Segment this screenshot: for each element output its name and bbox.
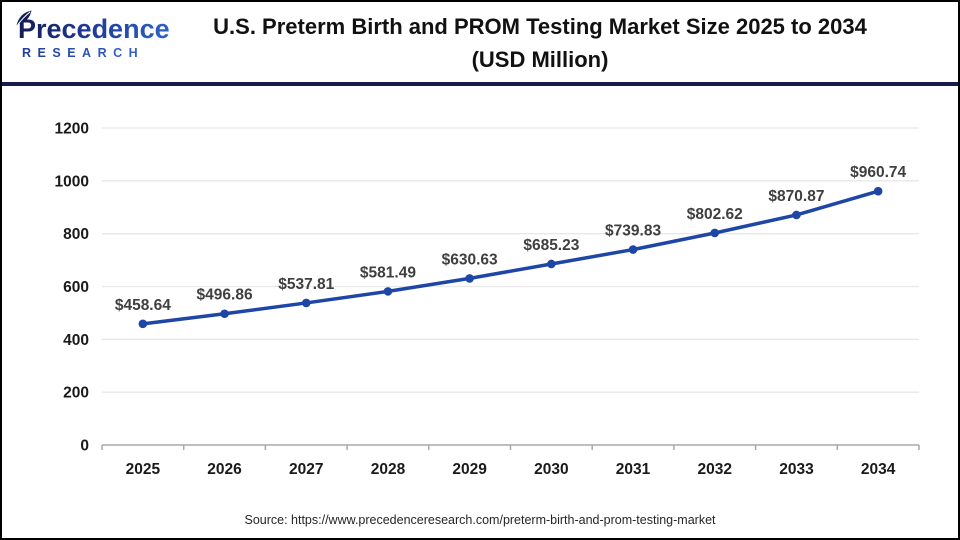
x-axis-year-label: 2025: [126, 461, 161, 478]
data-point-label: $458.64: [115, 297, 171, 314]
data-point-marker[interactable]: [138, 319, 148, 329]
data-point-label: $496.86: [197, 287, 253, 304]
x-axis-year-label: 2029: [452, 461, 487, 478]
data-point-marker[interactable]: [547, 259, 556, 269]
x-axis-year-label: 2026: [207, 461, 242, 478]
data-point-marker[interactable]: [792, 210, 801, 220]
data-point-label: $630.63: [442, 251, 498, 268]
data-point-marker[interactable]: [465, 274, 474, 283]
y-axis-tick-label: 600: [63, 279, 89, 296]
data-point-marker[interactable]: [628, 245, 638, 254]
y-axis-tick-label: 400: [63, 332, 89, 349]
y-axis-tick-label: 1000: [55, 173, 89, 190]
y-axis-tick-label: 0: [80, 438, 89, 455]
x-axis-year-label: 2027: [289, 461, 323, 478]
header: Precedence RESEARCH U.S. Preterm Birth a…: [2, 2, 958, 82]
x-axis-year-label: 2034: [861, 461, 896, 478]
data-point-label: $960.74: [850, 164, 906, 181]
data-point-label: $870.87: [768, 188, 824, 205]
x-axis-year-label: 2031: [616, 461, 651, 478]
y-axis-tick-label: 200: [63, 385, 89, 402]
data-point-label: $802.62: [687, 206, 743, 223]
x-axis-year-label: 2028: [371, 461, 406, 478]
precedence-research-logo: Precedence RESEARCH: [16, 10, 178, 60]
chart-title: U.S. Preterm Birth and PROM Testing Mark…: [122, 10, 958, 76]
chart-title-line1: U.S. Preterm Birth and PROM Testing Mark…: [213, 14, 867, 39]
data-point-label: $685.23: [523, 237, 579, 254]
series-line: [141, 189, 880, 326]
x-axis-year-label: 2033: [779, 461, 814, 478]
y-axis-tick-label: 1200: [55, 121, 89, 138]
data-point-marker[interactable]: [873, 186, 883, 196]
data-point-marker[interactable]: [301, 298, 311, 308]
data-point-label: $739.83: [605, 223, 661, 240]
data-point-marker[interactable]: [383, 287, 393, 296]
logo-sub-text: RESEARCH: [18, 46, 178, 60]
data-point-label: $581.49: [360, 264, 416, 281]
x-axis-year-label: 2030: [534, 461, 568, 478]
data-point-label: $537.81: [278, 276, 334, 293]
data-point-marker[interactable]: [710, 228, 720, 238]
header-divider: [2, 82, 958, 86]
data-point-marker[interactable]: [220, 309, 229, 319]
y-axis-tick-label: 800: [63, 226, 89, 243]
source-link-text[interactable]: Source: https://www.precedenceresearch.c…: [244, 513, 716, 527]
chart-title-line2: (USD Million): [471, 47, 609, 72]
x-axis-year-label: 2032: [698, 461, 732, 478]
logo-brand-text: Precedence: [18, 14, 178, 44]
